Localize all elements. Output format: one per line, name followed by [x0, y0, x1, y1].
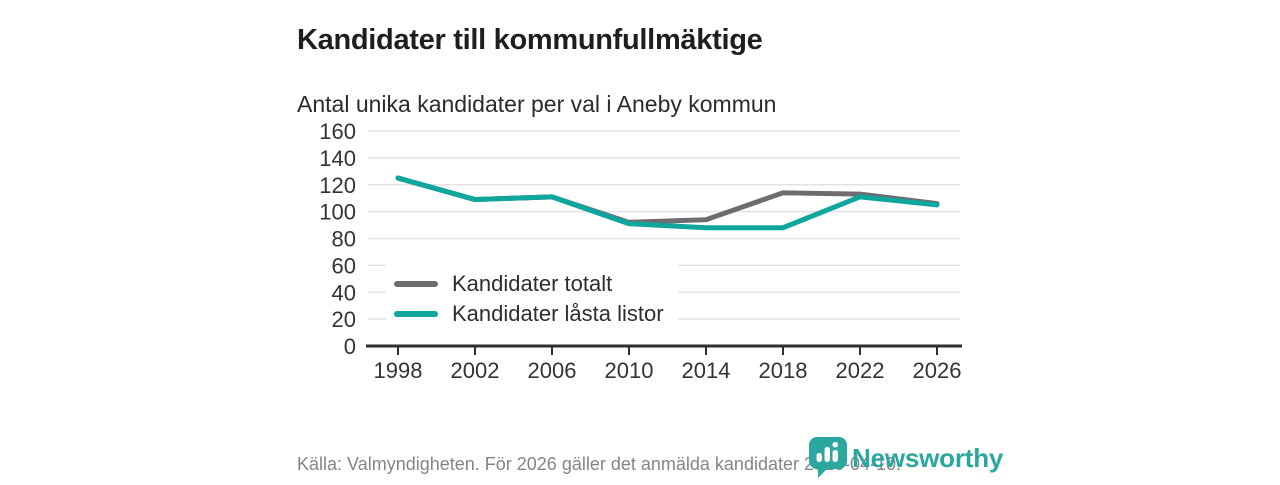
y-tick-label: 40 — [332, 280, 356, 305]
x-tick-label: 2006 — [528, 358, 577, 383]
y-tick-label: 0 — [344, 334, 356, 359]
legend-swatch-gray — [394, 281, 438, 287]
chart-legend: Kandidater totalt Kandidater låsta listo… — [386, 263, 678, 337]
legend-label: Kandidater totalt — [452, 271, 613, 296]
y-tick-label: 60 — [332, 253, 356, 278]
legend-label: Kandidater låsta listor — [452, 301, 664, 326]
x-tick-label: 2018 — [759, 358, 808, 383]
y-tick-label: 100 — [319, 200, 356, 225]
legend-item-lasta-listor: Kandidater låsta listor — [394, 299, 664, 329]
source-note: Källa: Valmyndigheten. För 2026 gäller d… — [297, 454, 902, 474]
y-tick-label: 80 — [332, 227, 356, 252]
newsworthy-wordmark: Newsworthy — [852, 442, 1004, 473]
y-tick-label: 140 — [319, 146, 356, 171]
chart-subtitle: Antal unika kandidater per val i Aneby k… — [297, 91, 777, 118]
x-tick-label: 2002 — [451, 358, 500, 383]
newsworthy-logo-icon — [808, 437, 847, 478]
legend-item-totalt: Kandidater totalt — [394, 269, 664, 299]
x-tick-label: 2022 — [836, 358, 885, 383]
chart-title: Kandidater till kommunfullmäktige — [297, 24, 763, 57]
y-tick-label: 120 — [319, 173, 356, 198]
y-tick-label: 20 — [332, 307, 356, 332]
x-tick-label: 1998 — [374, 358, 423, 383]
newsworthy-logo: Newsworthy — [808, 436, 1003, 478]
x-tick-label: 2014 — [682, 358, 731, 383]
legend-swatch-teal — [394, 311, 438, 317]
y-tick-label: 160 — [319, 119, 356, 144]
series-line-1 — [395, 175, 940, 231]
x-tick-label: 2026 — [913, 358, 962, 383]
x-tick-label: 2010 — [605, 358, 654, 383]
